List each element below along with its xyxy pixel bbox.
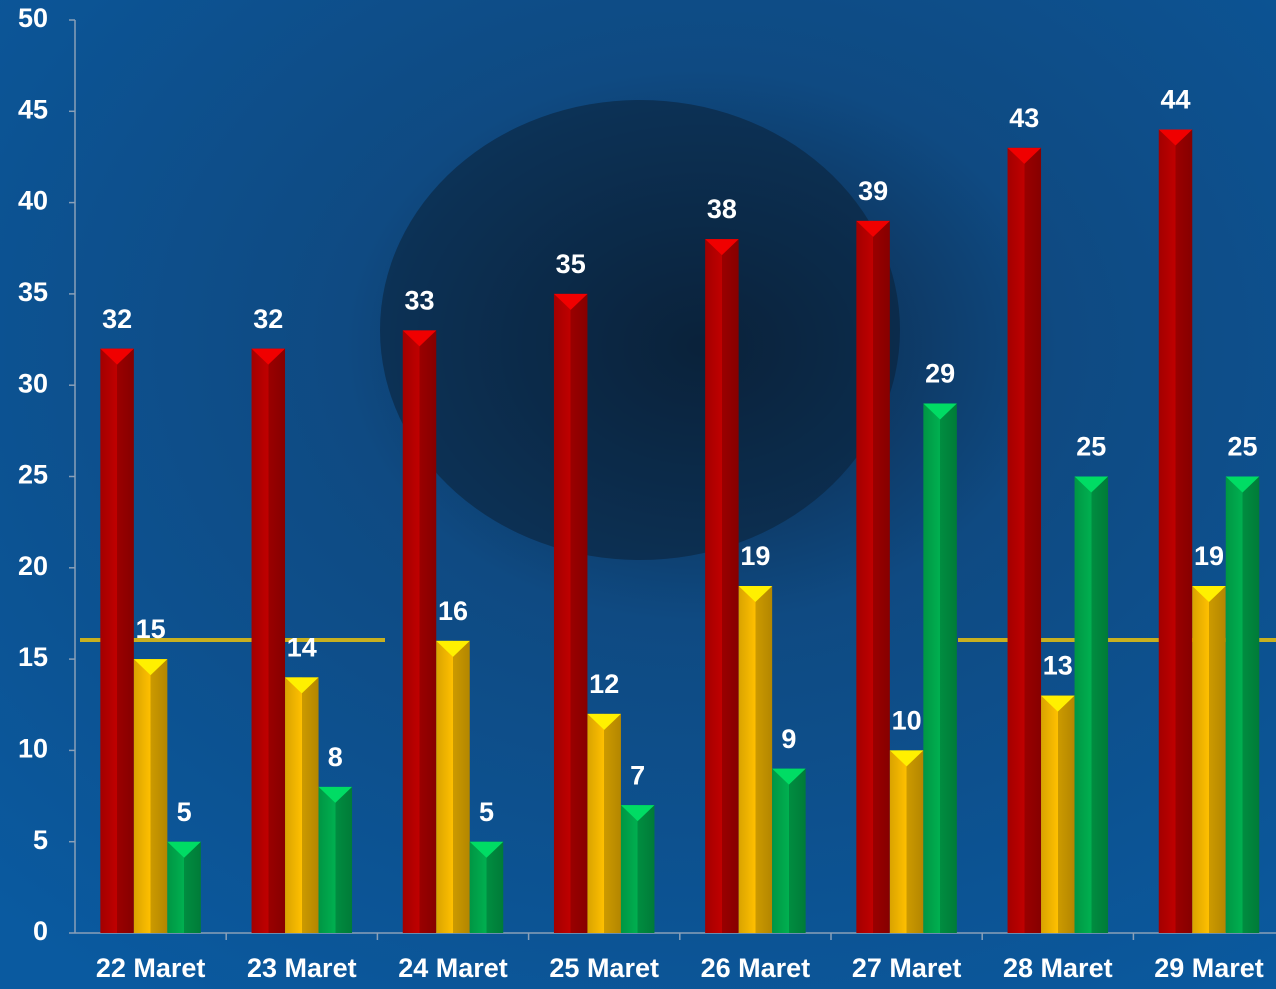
y-tick-label: 40 [18, 186, 48, 216]
bar [436, 640, 470, 933]
y-tick-label: 30 [18, 368, 48, 398]
value-label: 12 [589, 669, 619, 699]
bar-cap [1158, 129, 1193, 146]
x-tick-label: 23 Maret [247, 953, 357, 983]
y-tick-label: 10 [18, 734, 48, 764]
bar-cap [553, 293, 588, 310]
value-label: 43 [1009, 103, 1039, 133]
bar-cap [587, 713, 621, 730]
bar-cap [1192, 586, 1226, 603]
value-label: 38 [707, 194, 737, 224]
bar [856, 220, 890, 934]
bar [100, 348, 134, 933]
bar-cap [1225, 476, 1260, 493]
value-label: 39 [858, 176, 888, 206]
x-tick-label: 28 Maret [1003, 953, 1113, 983]
bar-cap [923, 403, 957, 420]
value-label: 25 [1076, 432, 1106, 462]
bar [318, 786, 353, 933]
bar [620, 805, 655, 933]
bar [251, 348, 286, 933]
bar [1192, 586, 1226, 933]
x-tick-label: 27 Maret [852, 953, 962, 983]
bar-cap [856, 220, 890, 237]
value-label: 32 [102, 304, 132, 334]
bar-cap [167, 841, 201, 858]
bar [705, 239, 739, 933]
bar [738, 586, 773, 933]
x-tick-label: 25 Maret [549, 953, 659, 983]
x-tick-label: 24 Maret [398, 953, 508, 983]
value-label: 10 [892, 706, 922, 736]
bar-cap [469, 841, 504, 858]
value-label: 35 [556, 249, 586, 279]
x-tick-label: 29 Maret [1154, 953, 1264, 983]
bar-cap [1041, 695, 1075, 712]
value-label: 7 [630, 760, 645, 790]
bar-cap [251, 348, 286, 365]
value-label: 19 [740, 541, 770, 571]
value-label: 16 [438, 596, 468, 626]
bar-cap [318, 786, 353, 803]
y-tick-label: 25 [18, 460, 48, 490]
bar-cap [133, 659, 168, 676]
bar [1158, 129, 1193, 933]
value-label: 19 [1194, 541, 1224, 571]
bar [889, 750, 924, 933]
virus-shape [380, 100, 900, 560]
bar [923, 403, 957, 934]
bar-cap [705, 239, 739, 256]
y-tick-label: 35 [18, 277, 48, 307]
value-label: 33 [404, 286, 434, 316]
y-tick-label: 0 [33, 916, 48, 946]
value-label: 13 [1043, 651, 1073, 681]
y-tick-label: 5 [33, 825, 48, 855]
value-label: 14 [287, 632, 317, 662]
value-label: 44 [1160, 85, 1190, 115]
bar [1041, 695, 1075, 933]
y-tick-label: 50 [18, 3, 48, 33]
value-label: 15 [136, 614, 166, 644]
bar-cap [1074, 476, 1109, 493]
value-label: 9 [781, 724, 796, 754]
bar-cap [402, 330, 437, 347]
x-tick-label: 26 Maret [701, 953, 811, 983]
bar-cap [738, 586, 773, 603]
value-label: 5 [177, 797, 192, 827]
bar [402, 330, 437, 933]
x-tick-label: 22 Maret [96, 953, 206, 983]
bar [1007, 147, 1042, 933]
value-label: 5 [479, 797, 494, 827]
bar-cap [285, 677, 319, 694]
bar [133, 659, 168, 933]
bar [1225, 476, 1260, 933]
bar-cap [1007, 147, 1042, 164]
value-label: 8 [328, 742, 343, 772]
bar-cap [772, 768, 806, 785]
value-label: 32 [253, 304, 283, 334]
bar-cap [889, 750, 924, 767]
bar-cap [100, 348, 134, 365]
bar-cap [436, 640, 470, 657]
y-tick-label: 20 [18, 551, 48, 581]
y-tick-label: 45 [18, 94, 48, 124]
bar [587, 713, 621, 933]
bar [772, 768, 806, 933]
y-tick-label: 15 [18, 642, 48, 672]
value-label: 29 [925, 359, 955, 389]
bar [553, 293, 588, 933]
bar [285, 677, 319, 933]
bar-cap [620, 805, 655, 822]
value-label: 25 [1227, 432, 1257, 462]
bar [1074, 476, 1109, 933]
